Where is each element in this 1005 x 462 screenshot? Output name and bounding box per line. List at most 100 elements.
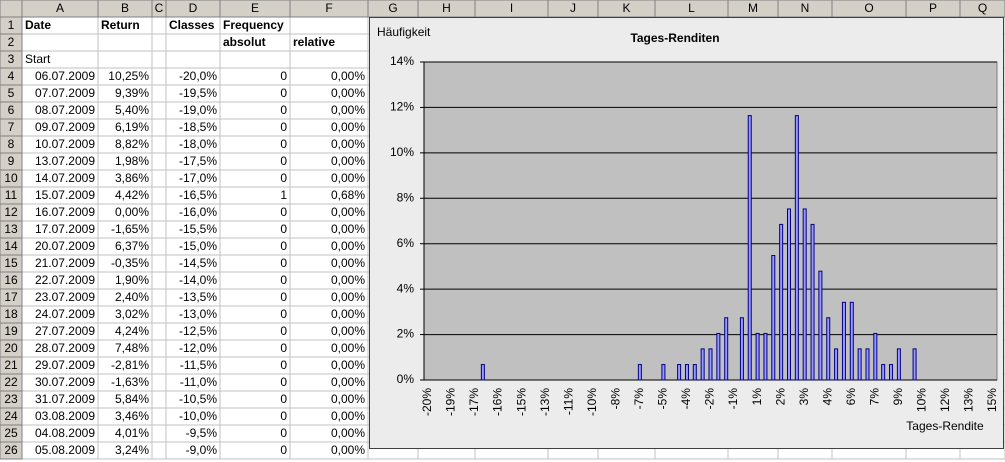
- data-cell: 0: [280, 171, 287, 185]
- header-cell: Return: [101, 18, 140, 32]
- y-tick-label: 0%: [397, 372, 415, 386]
- row-header-label: 20: [4, 341, 18, 355]
- y-tick-label: 4%: [397, 281, 415, 295]
- cell: [165, 50, 221, 69]
- data-cell: 28.07.2009: [35, 341, 95, 355]
- data-cell: 13.07.2009: [35, 154, 95, 168]
- y-tick-label: 2%: [397, 327, 415, 341]
- data-cell: 0,00%: [331, 307, 365, 321]
- x-tick-label: 13%: [962, 388, 976, 412]
- row-header-label: 11: [5, 188, 18, 202]
- data-cell: -0,35%: [111, 256, 149, 270]
- x-tick-label: -19%: [444, 388, 458, 416]
- bar: [724, 317, 729, 381]
- data-cell: 0,00%: [331, 290, 365, 304]
- cell: [151, 67, 167, 86]
- data-cell: 17.07.2009: [35, 222, 95, 236]
- data-cell: 16.07.2009: [35, 205, 95, 219]
- cell: [151, 441, 167, 460]
- header-cell: Frequency: [223, 18, 284, 32]
- data-cell: -20,0%: [179, 69, 217, 83]
- data-cell: 29.07.2009: [35, 358, 95, 372]
- data-cell: 3,46%: [115, 409, 149, 423]
- bar: [912, 348, 917, 381]
- data-cell: 1: [280, 188, 287, 202]
- cell: [151, 339, 167, 358]
- data-cell: -19,5%: [179, 86, 217, 100]
- x-tick-label: -1%: [726, 388, 740, 410]
- data-cell: 6,19%: [115, 120, 149, 134]
- data-cell: 0,00%: [331, 409, 365, 423]
- bar: [873, 332, 878, 381]
- row-header-label: 14: [4, 239, 18, 253]
- row-header-label: 6: [8, 103, 15, 117]
- x-tick-label: 2%: [773, 388, 787, 406]
- cell: [289, 50, 369, 69]
- cell: [151, 271, 167, 290]
- column-header-label: N: [801, 1, 810, 15]
- data-cell: -18,5%: [179, 120, 217, 134]
- row-header-label: 5: [8, 86, 15, 100]
- column-header-label: P: [929, 1, 937, 15]
- data-cell: 0,00%: [331, 239, 365, 253]
- y-tick-label: 12%: [390, 100, 414, 114]
- data-cell: 5,84%: [115, 392, 149, 406]
- column-header-label: M: [748, 1, 758, 15]
- cell: [151, 356, 167, 375]
- row-header-label: 17: [4, 290, 18, 304]
- data-cell: 0,00%: [331, 256, 365, 270]
- cell: [151, 84, 167, 103]
- bar: [786, 208, 791, 381]
- bar: [810, 223, 815, 381]
- chart: Tages-Renditen Häufigkeit Tages-Rendite 0% 2…: [369, 17, 1004, 449]
- data-cell: 0,00%: [331, 103, 365, 117]
- y-tick-label: 8%: [397, 190, 415, 204]
- cell: [151, 407, 167, 426]
- cell: [151, 186, 167, 205]
- data-cell: 4,42%: [115, 188, 149, 202]
- column-header-label: G: [388, 1, 397, 15]
- bar: [841, 301, 846, 381]
- data-cell: 0,00%: [331, 443, 365, 457]
- row-header-label: 18: [4, 307, 18, 321]
- data-cell: 07.07.2009: [35, 86, 95, 100]
- y-tick-label: 6%: [397, 236, 415, 250]
- cell: [151, 135, 167, 154]
- bar: [818, 270, 823, 381]
- bar: [684, 364, 689, 381]
- row-header-label: 13: [4, 222, 18, 236]
- column-header-label: A: [56, 1, 64, 15]
- data-cell: 05.08.2009: [35, 443, 95, 457]
- bar: [889, 364, 894, 381]
- column-header-label: F: [325, 1, 332, 15]
- row-header-label: 25: [4, 426, 18, 440]
- cell: [151, 101, 167, 120]
- x-tick-label: 10%: [915, 388, 929, 412]
- data-cell: 0: [280, 324, 287, 338]
- data-cell: -11,0%: [180, 375, 217, 389]
- data-cell: 0: [280, 290, 287, 304]
- row-header-label: 24: [4, 409, 18, 423]
- row-header-label: 1: [8, 18, 15, 32]
- data-cell: 0,00%: [115, 205, 149, 219]
- data-cell: 14.07.2009: [35, 171, 95, 185]
- column-header-label: D: [189, 1, 198, 15]
- data-cell: 3,02%: [115, 307, 149, 321]
- row-header-label: 12: [4, 205, 18, 219]
- row-header: [0, 441, 23, 460]
- column-header-label: I: [510, 1, 513, 15]
- row-header-label: 9: [8, 154, 15, 168]
- cell: [151, 16, 167, 35]
- cell: [151, 50, 167, 69]
- bar: [700, 348, 705, 381]
- data-cell: -17,0%: [179, 171, 217, 185]
- data-cell: 3,86%: [115, 171, 149, 185]
- x-tick-label: 6%: [844, 388, 858, 406]
- corner-header: [0, 0, 23, 18]
- y-tick-label: 10%: [390, 145, 414, 159]
- x-tick-label: 1%: [750, 388, 764, 406]
- header-cell: absolut: [223, 35, 266, 49]
- data-cell: -16,0%: [179, 205, 217, 219]
- data-cell: 0: [280, 426, 287, 440]
